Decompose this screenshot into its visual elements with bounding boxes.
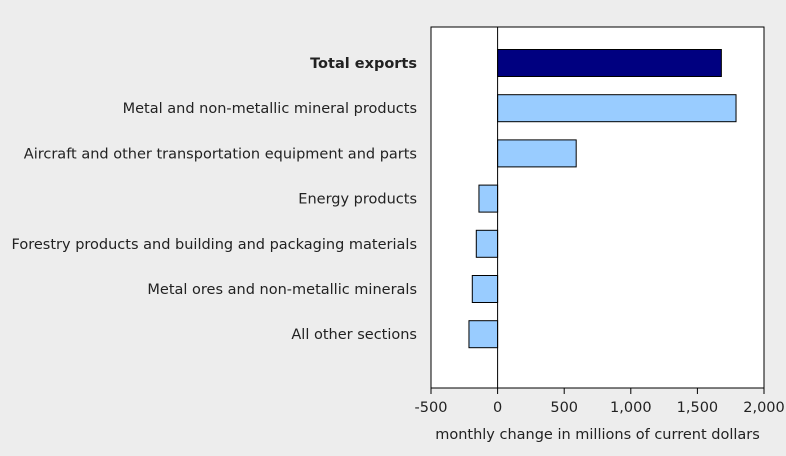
bar-4 xyxy=(475,229,499,258)
bar-2 xyxy=(497,139,577,168)
category-label-5: Metal ores and non-metallic minerals xyxy=(147,282,417,298)
x-tick-label-4: 1,500 xyxy=(677,400,719,416)
x-tick-label-0: -500 xyxy=(415,400,448,416)
x-tick-label-3: 1,000 xyxy=(610,400,652,416)
bar-0 xyxy=(497,49,722,77)
bar-5 xyxy=(471,275,499,303)
x-tick-label-5: 2,000 xyxy=(743,400,785,416)
x-tick-label-1: 0 xyxy=(493,400,502,416)
bar-1 xyxy=(497,94,737,123)
x-axis-title: monthly change in millions of current do… xyxy=(435,427,760,443)
category-label-0: Total exports xyxy=(310,56,417,72)
x-ticks-group: -500 0 500 1,000 1,500 2,000 xyxy=(415,388,785,416)
category-labels-group: Total exports Metal and non-metallic mine… xyxy=(12,56,417,343)
category-label-4: Forestry products and building and packa… xyxy=(12,237,417,253)
category-label-6: All other sections xyxy=(291,327,417,343)
bar-3 xyxy=(478,184,499,213)
category-label-2: Aircraft and other transportation equipm… xyxy=(24,146,417,162)
bars-group xyxy=(468,49,737,349)
bar-6 xyxy=(468,320,499,349)
category-label-1: Metal and non-metallic mineral products xyxy=(123,101,417,117)
category-label-3: Energy products xyxy=(298,192,417,208)
x-tick-label-2: 500 xyxy=(550,400,578,416)
